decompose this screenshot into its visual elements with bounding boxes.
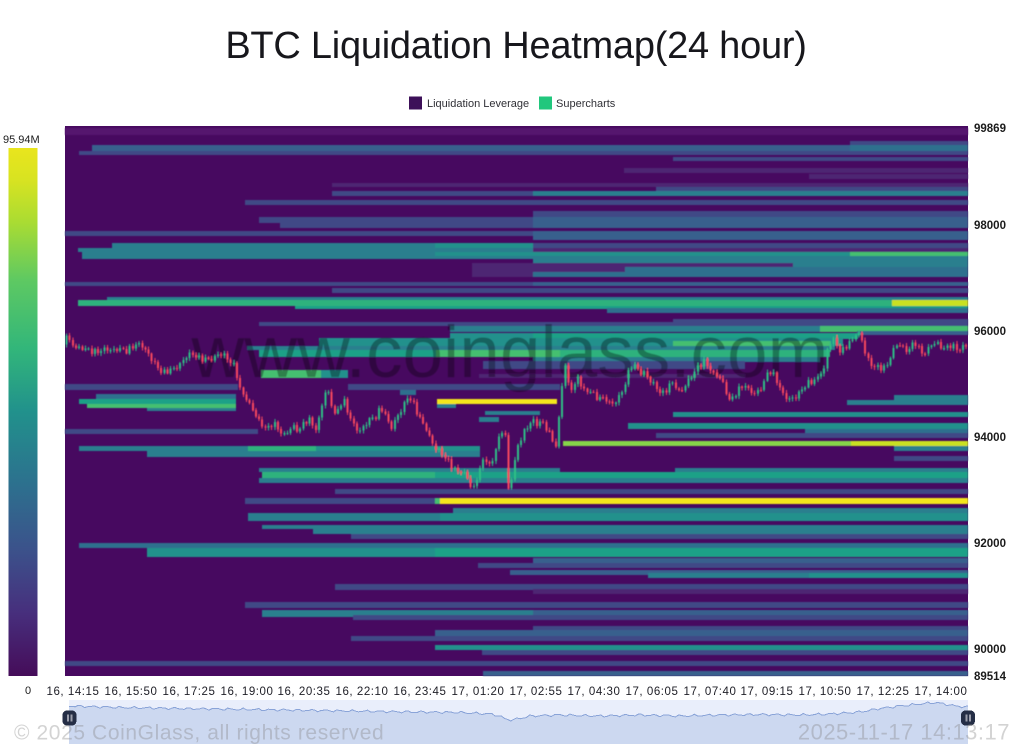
svg-text:© 2025 CoinGlass, all rights r: © 2025 CoinGlass, all rights reserved xyxy=(14,722,384,745)
svg-text:17, 07:40: 17, 07:40 xyxy=(684,686,737,698)
svg-text:2025-11-17 14:13:17: 2025-11-17 14:13:17 xyxy=(798,720,1010,745)
svg-text:17, 02:55: 17, 02:55 xyxy=(510,686,563,698)
svg-text:16, 20:35: 16, 20:35 xyxy=(278,686,331,698)
svg-text:16, 14:15: 16, 14:15 xyxy=(47,686,100,698)
svg-text:16, 23:45: 16, 23:45 xyxy=(394,686,447,698)
svg-text:92000: 92000 xyxy=(974,538,1006,550)
svg-text:16, 22:10: 16, 22:10 xyxy=(336,686,389,698)
svg-text:17, 06:05: 17, 06:05 xyxy=(626,686,679,698)
svg-text:94000: 94000 xyxy=(974,432,1006,444)
svg-text:89514: 89514 xyxy=(974,671,1007,683)
svg-text:17, 09:15: 17, 09:15 xyxy=(741,686,794,698)
svg-text:16, 15:50: 16, 15:50 xyxy=(105,686,158,698)
svg-text:Supercharts: Supercharts xyxy=(556,98,616,110)
svg-text:95.94M: 95.94M xyxy=(3,134,40,146)
svg-text:17, 14:00: 17, 14:00 xyxy=(915,686,968,698)
svg-text:0: 0 xyxy=(25,685,31,697)
svg-text:98000: 98000 xyxy=(974,220,1006,232)
svg-text:17, 01:20: 17, 01:20 xyxy=(452,686,505,698)
svg-text:17, 04:30: 17, 04:30 xyxy=(568,686,621,698)
svg-text:90000: 90000 xyxy=(974,644,1006,656)
svg-text:www.coinglass.com: www.coinglass.com xyxy=(191,312,829,393)
svg-text:16, 19:00: 16, 19:00 xyxy=(221,686,274,698)
svg-text:BTC Liquidation Heatmap(24 hou: BTC Liquidation Heatmap(24 hour) xyxy=(225,25,806,67)
svg-text:Liquidation Leverage: Liquidation Leverage xyxy=(427,98,529,110)
svg-text:96000: 96000 xyxy=(974,326,1006,338)
svg-text:17, 10:50: 17, 10:50 xyxy=(799,686,852,698)
svg-text:99869: 99869 xyxy=(974,123,1006,135)
svg-text:16, 17:25: 16, 17:25 xyxy=(163,686,216,698)
svg-text:17, 12:25: 17, 12:25 xyxy=(857,686,910,698)
